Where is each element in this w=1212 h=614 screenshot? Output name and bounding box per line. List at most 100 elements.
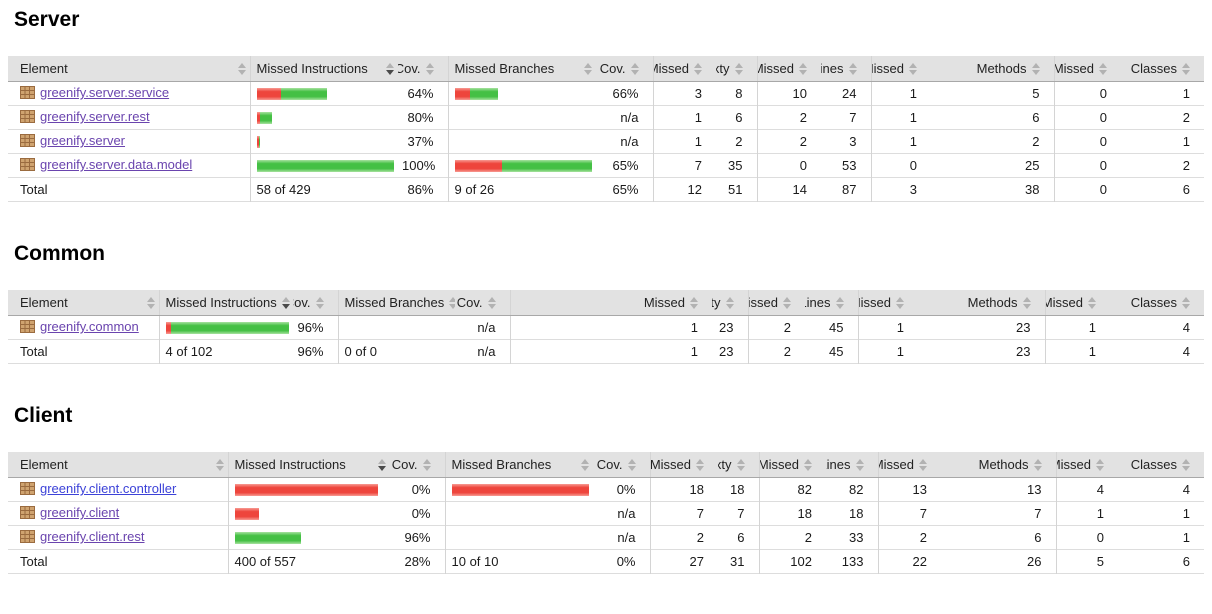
column-header-cxty-6[interactable]: Cxty xyxy=(716,56,757,82)
column-header-cov--4[interactable]: Cov. xyxy=(455,290,510,316)
column-header-cxty-6[interactable]: Cxty xyxy=(718,452,759,478)
total-counter-cell: 0 xyxy=(1053,177,1121,202)
sort-up-triangle xyxy=(449,296,455,302)
sort-desc-icon xyxy=(386,62,394,75)
column-header-element-0[interactable]: Element xyxy=(8,290,159,316)
counter-cell: 2 xyxy=(756,105,821,130)
sort-down-triangle xyxy=(1022,303,1031,309)
table-header: Element Missed Instructions Cov. Missed Bra… xyxy=(8,56,1204,82)
total-counter-cell: 23 xyxy=(1016,344,1031,359)
column-header-cov--2[interactable]: Cov. xyxy=(390,452,445,478)
sort-down-triangle xyxy=(855,465,864,471)
package-link[interactable]: greenify.common xyxy=(40,319,139,334)
section-client: Client Element Missed Instructions Cov. Miss… xyxy=(8,404,1204,574)
column-header-missed-11[interactable]: Missed xyxy=(1055,452,1118,478)
column-header-missed-9[interactable]: Missed xyxy=(870,56,931,82)
column-header-lines-8[interactable]: Lines xyxy=(826,452,878,478)
column-header-missed-branches-3[interactable]: Missed Branches xyxy=(337,290,455,316)
column-header-classes-12[interactable]: Classes xyxy=(1118,452,1204,478)
table-footer: Total 58 of 429 86% 9 of 26 65% 12 51 14 87 3 38 0 6 xyxy=(8,177,1204,202)
column-header-missed-9[interactable]: Missed xyxy=(877,452,941,478)
sort-up-triangle xyxy=(896,296,904,302)
column-header-missed-9[interactable]: Missed xyxy=(857,290,918,316)
table-body: greenify.client.controller 0% 0% 18 18 82 82 13… xyxy=(8,477,1204,550)
column-header-missed-7[interactable]: Missed xyxy=(747,290,805,316)
column-header-classes-12[interactable]: Classes xyxy=(1121,56,1204,82)
column-header-cov--4[interactable]: Cov. xyxy=(596,56,653,82)
sort-down-triangle xyxy=(1031,69,1040,75)
covered-bar-segment xyxy=(258,135,260,148)
column-label: Missed Instructions xyxy=(256,61,368,76)
missed-bar-segment xyxy=(454,87,470,100)
column-header-methods-10[interactable]: Methods xyxy=(931,56,1054,82)
column-header-missed-7[interactable]: Missed xyxy=(758,452,826,478)
table-body: greenify.common 96% n/a 1 23 2 45 1 23 1 4 xyxy=(8,315,1204,340)
sort-icon xyxy=(725,296,734,309)
column-header-lines-8[interactable]: Lines xyxy=(821,56,871,82)
column-header-missed-11[interactable]: Missed xyxy=(1044,290,1110,316)
column-header-missed-branches-3[interactable]: Missed Branches xyxy=(444,452,593,478)
counter-cell: 24 xyxy=(842,86,857,101)
column-header-element-0[interactable]: Element xyxy=(8,56,250,82)
column-header-lines-8[interactable]: Lines xyxy=(805,290,858,316)
missed-instructions-bar-cell xyxy=(249,153,398,178)
package-link[interactable]: greenify.client xyxy=(40,505,120,520)
sort-icon xyxy=(630,62,639,75)
header-cell: Classes xyxy=(1114,295,1190,310)
total-branch-coverage-cell: n/a xyxy=(477,344,496,359)
column-header-cov--4[interactable]: Cov. xyxy=(593,452,650,478)
total-row: Total 400 of 557 28% 10 of 10 0% 27 31 102 133 22… xyxy=(8,549,1204,574)
column-header-methods-10[interactable]: Methods xyxy=(918,290,1045,316)
column-header-cov--2[interactable]: Cov. xyxy=(398,56,448,82)
header-cell: Missed xyxy=(1055,61,1107,76)
column-header-missed-11[interactable]: Missed xyxy=(1053,56,1121,82)
sort-down-triangle xyxy=(1182,303,1190,309)
column-header-missed-instructions-1[interactable]: Missed Instructions xyxy=(227,452,390,478)
column-header-missed-branches-3[interactable]: Missed Branches xyxy=(447,56,596,82)
missed-instructions-bar-cell xyxy=(227,477,390,502)
column-header-missed-instructions-1[interactable]: Missed Instructions xyxy=(249,56,398,82)
column-header-methods-10[interactable]: Methods xyxy=(941,452,1056,478)
header-cell: Missed xyxy=(859,295,904,310)
total-row: Total 58 of 429 86% 9 of 26 65% 12 51 14 87 3 38 0 6 xyxy=(8,177,1204,202)
covered-bar-segment xyxy=(259,111,272,124)
header-cell: Cxty xyxy=(716,61,743,76)
coverage-table-common: Element Missed Instructions Cov. Missed Bra… xyxy=(8,290,1204,364)
column-header-missed-5[interactable]: Missed xyxy=(509,290,712,316)
package-link[interactable]: greenify.client.controller xyxy=(40,481,177,496)
package-icon xyxy=(20,506,35,522)
column-header-classes-12[interactable]: Classes xyxy=(1110,290,1204,316)
coverage-bar xyxy=(256,135,395,148)
package-link[interactable]: greenify.server xyxy=(40,133,126,148)
column-header-missed-5[interactable]: Missed xyxy=(649,452,718,478)
sort-up-triangle xyxy=(1022,296,1031,302)
counter-cell: 0 xyxy=(1055,525,1118,550)
sort-down-triangle xyxy=(627,465,636,471)
sort-down-triangle xyxy=(1182,465,1190,471)
sort-icon xyxy=(909,62,917,75)
column-header-missed-5[interactable]: Missed xyxy=(652,56,716,82)
column-label: Element xyxy=(20,295,68,310)
sort-up-triangle xyxy=(215,458,224,464)
total-counter-cell: 133 xyxy=(841,554,864,569)
total-counter-cell: 87 xyxy=(842,182,857,197)
counter-cell: 7 xyxy=(649,501,718,526)
column-header-missed-instructions-1[interactable]: Missed Instructions xyxy=(158,290,293,316)
package-link[interactable]: greenify.client.rest xyxy=(40,529,145,544)
sort-up-triangle xyxy=(237,62,246,68)
column-header-cov--2[interactable]: Cov. xyxy=(293,290,338,316)
package-link[interactable]: greenify.server.service xyxy=(40,85,170,100)
column-header-cxty-6[interactable]: Cxty xyxy=(712,290,748,316)
column-header-missed-7[interactable]: Missed xyxy=(756,56,821,82)
package-link[interactable]: greenify.server.data.model xyxy=(40,157,193,172)
sort-up-triangle xyxy=(315,296,324,302)
package-link[interactable]: greenify.server.rest xyxy=(40,109,150,124)
sort-icon xyxy=(1096,458,1104,471)
element-cell: greenify.server.data.model xyxy=(8,154,250,178)
column-label: Cov. xyxy=(391,457,418,472)
counter-cell: 5 xyxy=(1032,86,1040,101)
sort-icon xyxy=(848,62,857,75)
header-cell: Missed Branches xyxy=(345,295,455,310)
table-row: greenify.server.rest 80% n/a 1 6 2 7 1 6 0 2 xyxy=(8,105,1204,130)
column-header-element-0[interactable]: Element xyxy=(8,452,228,478)
